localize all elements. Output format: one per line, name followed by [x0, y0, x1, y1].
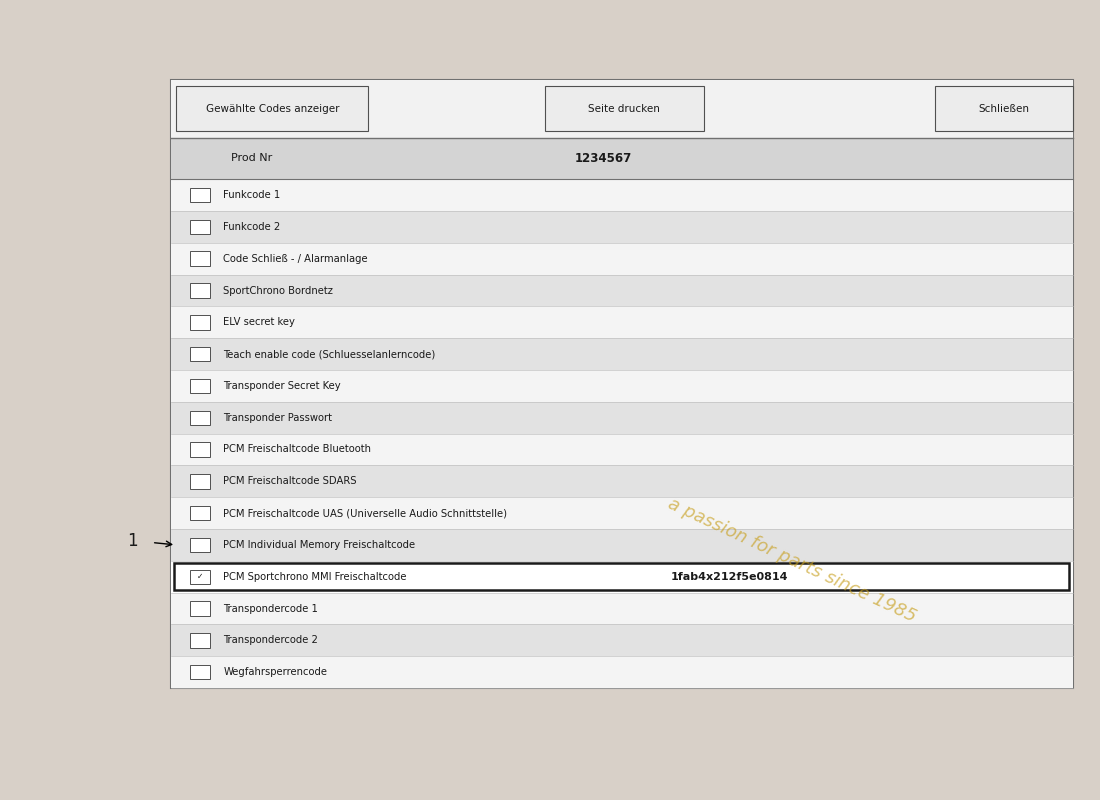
Bar	[190, 410, 210, 425]
Text: PCM Individual Memory Freischaltcode: PCM Individual Memory Freischaltcode	[223, 540, 416, 550]
Text: ✓: ✓	[197, 572, 204, 581]
Text: a passion for parts since 1985: a passion for parts since 1985	[666, 494, 918, 626]
Text: Funkcode 2: Funkcode 2	[223, 222, 280, 232]
Bar	[170, 624, 1072, 656]
Bar	[190, 220, 210, 234]
Text: ELV secret key: ELV secret key	[223, 318, 295, 327]
Text: PCM Freischaltcode UAS (Universelle Audio Schnittstelle): PCM Freischaltcode UAS (Universelle Audi…	[223, 508, 507, 518]
Text: Prod Nr: Prod Nr	[231, 154, 273, 163]
Bar	[190, 474, 210, 489]
Bar	[170, 529, 1072, 561]
Text: Wegfahrsperrencode: Wegfahrsperrencode	[223, 667, 328, 677]
Bar	[190, 188, 210, 202]
Bar	[170, 80, 1072, 138]
Text: PCM Freischaltcode Bluetooth: PCM Freischaltcode Bluetooth	[223, 445, 372, 454]
Bar	[170, 656, 1072, 688]
Bar	[170, 138, 1072, 179]
Bar	[190, 538, 210, 552]
Bar	[174, 563, 1069, 590]
Bar	[170, 593, 1072, 624]
Bar	[190, 251, 210, 266]
Bar	[170, 179, 1072, 211]
Bar	[170, 370, 1072, 402]
Text: Transpondercode 2: Transpondercode 2	[223, 635, 318, 646]
Bar	[170, 306, 1072, 338]
Bar	[170, 80, 1072, 688]
Text: 1fab4x212f5e0814: 1fab4x212f5e0814	[671, 572, 789, 582]
Text: Funkcode 1: Funkcode 1	[223, 190, 280, 200]
Bar	[544, 86, 704, 131]
Bar	[190, 378, 210, 393]
Text: Code Schließ - / Alarmanlage: Code Schließ - / Alarmanlage	[223, 254, 367, 264]
Text: PCM Sportchrono MMI Freischaltcode: PCM Sportchrono MMI Freischaltcode	[223, 572, 407, 582]
Bar	[170, 338, 1072, 370]
Text: Transponder Secret Key: Transponder Secret Key	[223, 381, 341, 391]
Bar	[170, 274, 1072, 306]
Bar	[190, 602, 210, 616]
Bar	[190, 570, 210, 584]
Bar	[190, 315, 210, 330]
Bar	[190, 283, 210, 298]
Text: PCM Freischaltcode SDARS: PCM Freischaltcode SDARS	[223, 476, 356, 486]
Text: 1: 1	[126, 532, 138, 550]
Bar	[190, 506, 210, 520]
Bar	[190, 665, 210, 679]
Bar	[170, 497, 1072, 529]
Bar	[190, 633, 210, 647]
Text: Seite drucken: Seite drucken	[588, 104, 660, 114]
Bar	[170, 466, 1072, 497]
Bar	[170, 402, 1072, 434]
Text: Transponder Passwort: Transponder Passwort	[223, 413, 332, 422]
Bar	[170, 561, 1072, 593]
Text: Gewählte Codes anzeiger: Gewählte Codes anzeiger	[206, 104, 339, 114]
Bar	[170, 434, 1072, 466]
Text: Teach enable code (Schluesselanlerncode): Teach enable code (Schluesselanlerncode)	[223, 349, 436, 359]
Text: Transpondercode 1: Transpondercode 1	[223, 603, 318, 614]
Bar	[170, 211, 1072, 242]
Bar	[190, 442, 210, 457]
Bar	[170, 242, 1072, 274]
Text: Schließen: Schließen	[978, 104, 1030, 114]
Bar	[190, 347, 210, 362]
Text: SportChrono Bordnetz: SportChrono Bordnetz	[223, 286, 333, 295]
Text: 1234567: 1234567	[575, 152, 632, 165]
Bar	[176, 86, 368, 131]
Bar	[935, 86, 1072, 131]
